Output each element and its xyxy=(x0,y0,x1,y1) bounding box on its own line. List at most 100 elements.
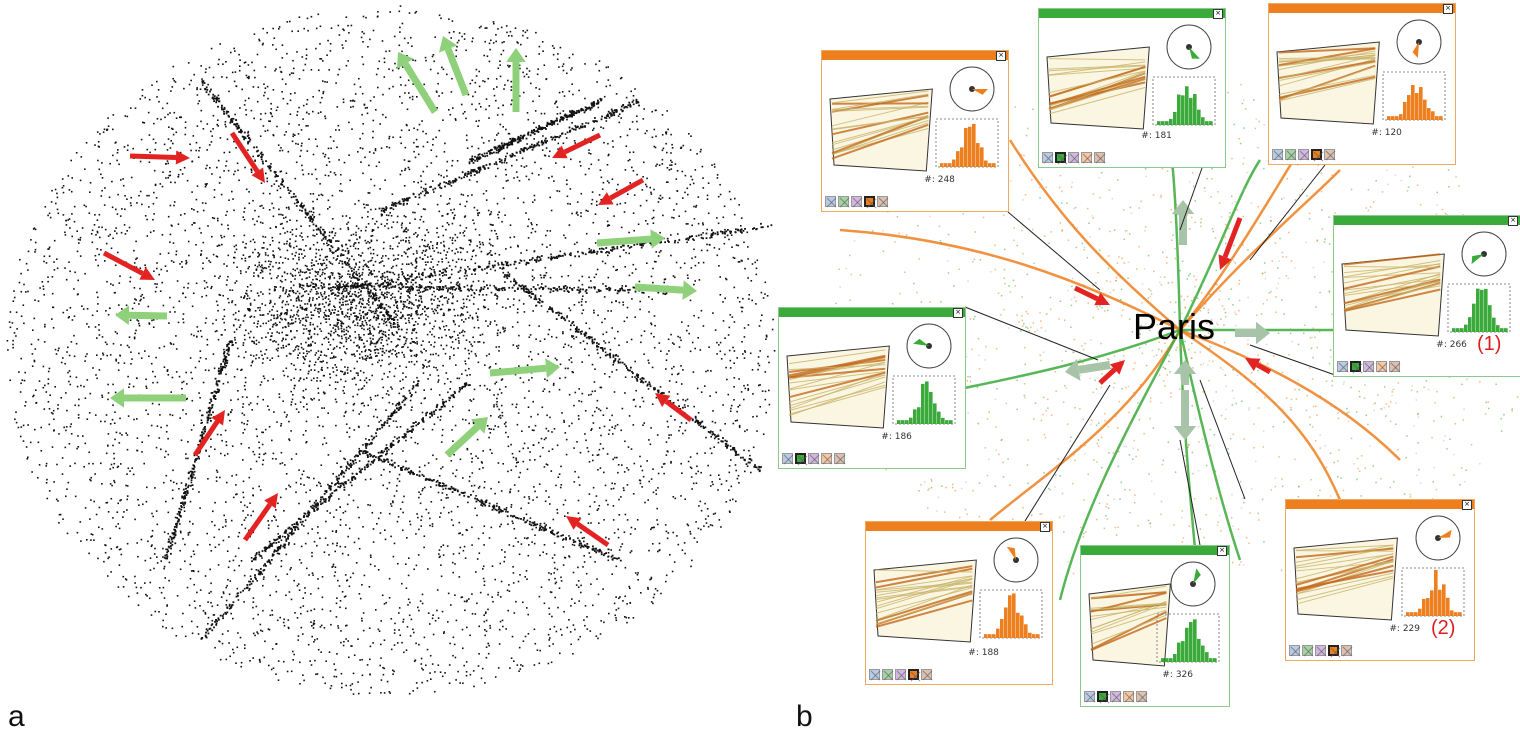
point xyxy=(219,137,222,139)
point xyxy=(68,443,71,445)
point xyxy=(481,241,484,244)
point xyxy=(437,236,440,238)
point xyxy=(45,465,47,467)
point xyxy=(532,444,535,446)
point xyxy=(772,318,774,321)
point xyxy=(60,397,62,399)
point xyxy=(425,664,427,667)
point xyxy=(408,160,411,163)
point xyxy=(91,229,94,232)
point xyxy=(294,177,297,180)
point xyxy=(313,477,315,480)
point xyxy=(498,481,500,483)
point xyxy=(447,298,450,300)
point xyxy=(318,316,320,318)
point xyxy=(697,337,699,339)
point xyxy=(686,329,688,332)
point xyxy=(512,566,514,568)
point xyxy=(90,479,92,482)
point xyxy=(277,579,280,581)
point xyxy=(548,177,550,179)
point xyxy=(558,190,561,193)
point xyxy=(285,553,288,556)
point xyxy=(162,619,164,622)
point xyxy=(584,605,587,607)
point xyxy=(489,624,491,627)
point xyxy=(741,310,743,313)
point xyxy=(45,482,48,484)
point xyxy=(670,333,672,336)
point xyxy=(366,106,368,109)
point xyxy=(448,682,451,684)
point xyxy=(438,14,441,17)
point xyxy=(559,628,562,631)
point xyxy=(105,414,108,416)
point xyxy=(552,643,554,645)
point xyxy=(304,216,307,219)
point xyxy=(473,326,476,329)
point xyxy=(734,197,736,200)
point xyxy=(47,280,49,283)
point xyxy=(500,26,503,29)
point xyxy=(401,50,403,53)
point xyxy=(556,508,558,511)
point xyxy=(693,239,695,241)
point xyxy=(369,554,372,557)
point xyxy=(96,310,98,312)
point xyxy=(404,317,407,320)
point xyxy=(128,383,131,385)
point xyxy=(222,613,225,616)
point xyxy=(243,385,246,387)
point xyxy=(409,520,411,523)
point xyxy=(266,85,269,88)
point xyxy=(386,291,388,293)
point xyxy=(262,235,264,238)
point xyxy=(496,237,499,240)
point xyxy=(461,534,464,536)
point xyxy=(272,89,275,91)
point xyxy=(697,470,699,473)
point xyxy=(534,459,536,461)
point xyxy=(74,462,76,465)
point xyxy=(766,295,769,297)
point xyxy=(233,569,236,572)
point xyxy=(372,130,374,133)
point xyxy=(484,364,486,366)
point xyxy=(614,337,616,340)
point xyxy=(136,202,138,204)
point xyxy=(493,405,495,408)
point xyxy=(69,227,71,229)
point xyxy=(638,479,641,481)
point xyxy=(62,185,65,187)
point xyxy=(279,66,281,69)
point xyxy=(344,352,347,355)
point xyxy=(168,126,170,128)
point xyxy=(363,203,365,206)
point xyxy=(151,535,153,537)
point xyxy=(377,67,379,70)
point xyxy=(273,183,276,185)
point xyxy=(517,541,519,543)
point xyxy=(94,473,96,475)
point xyxy=(507,609,509,612)
point xyxy=(119,432,121,435)
point xyxy=(242,510,244,512)
point xyxy=(651,136,654,139)
point xyxy=(155,510,158,512)
point xyxy=(719,350,722,353)
point xyxy=(639,244,642,246)
point xyxy=(619,136,622,138)
point xyxy=(494,578,496,581)
point xyxy=(477,361,480,364)
point xyxy=(371,512,374,514)
point xyxy=(223,151,226,154)
point xyxy=(591,198,594,201)
point xyxy=(325,164,328,166)
point xyxy=(357,199,360,202)
point xyxy=(337,73,339,76)
point xyxy=(554,577,556,580)
point xyxy=(398,629,400,631)
point xyxy=(95,374,97,376)
point xyxy=(359,147,362,149)
point xyxy=(400,129,403,132)
